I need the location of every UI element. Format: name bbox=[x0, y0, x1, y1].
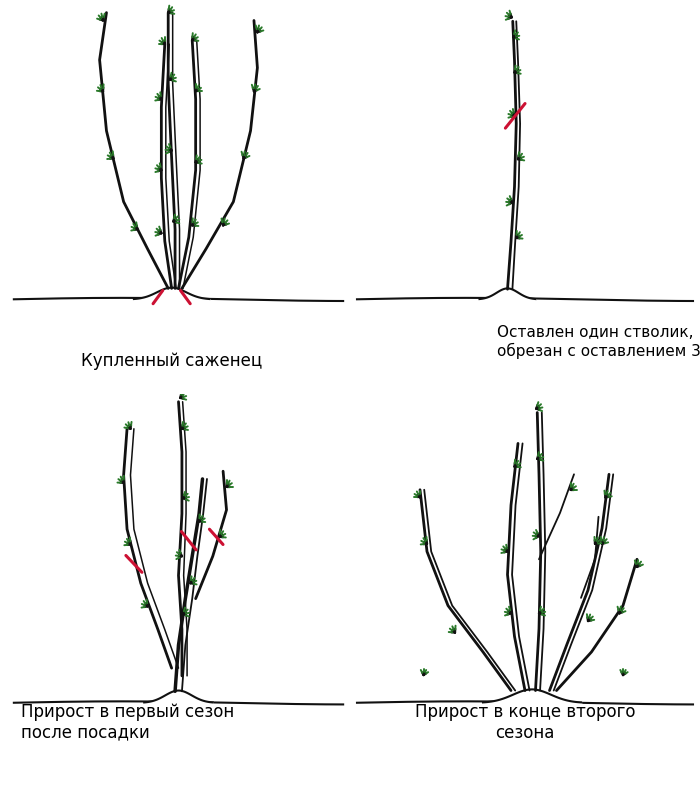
Text: Прирост в конце второго
сезона: Прирост в конце второго сезона bbox=[414, 703, 636, 742]
Text: Прирост в первый сезон
после посадки: Прирост в первый сезон после посадки bbox=[21, 703, 234, 742]
Text: Оставлен один стволик,
обрезан с оставлением 3-х почек: Оставлен один стволик, обрезан с оставле… bbox=[497, 325, 700, 359]
Text: Купленный саженец: Купленный саженец bbox=[81, 352, 262, 370]
